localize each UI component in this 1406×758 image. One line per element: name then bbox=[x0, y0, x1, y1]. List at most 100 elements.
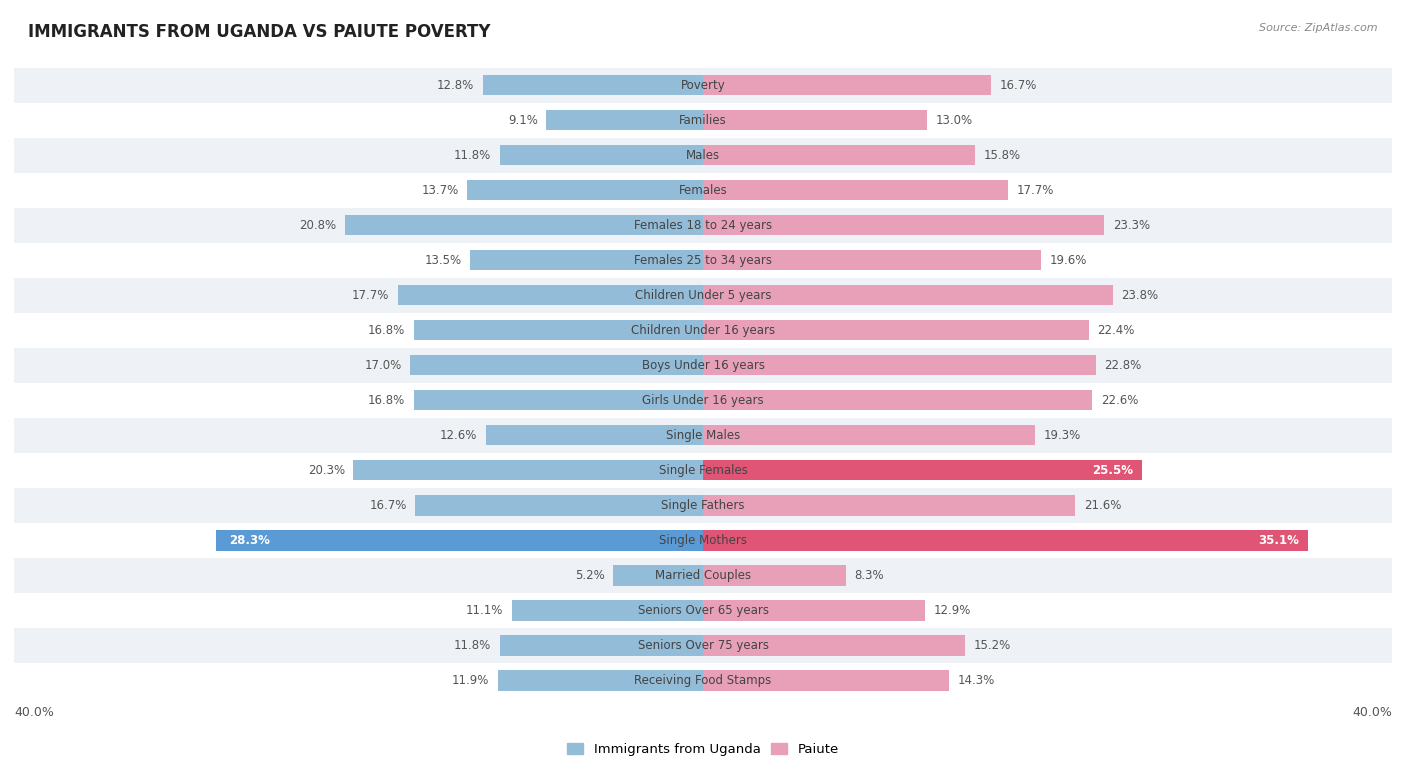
Bar bbox=[14, 628, 1392, 663]
Text: 25.5%: 25.5% bbox=[1092, 464, 1133, 477]
Text: Females 25 to 34 years: Females 25 to 34 years bbox=[634, 254, 772, 267]
Bar bbox=[703, 530, 1308, 550]
Bar bbox=[353, 460, 703, 481]
Bar bbox=[703, 75, 991, 96]
Text: 22.4%: 22.4% bbox=[1098, 324, 1135, 337]
Bar bbox=[415, 495, 703, 515]
Text: Single Females: Single Females bbox=[658, 464, 748, 477]
Text: 13.5%: 13.5% bbox=[425, 254, 461, 267]
Bar bbox=[398, 285, 703, 305]
Bar bbox=[613, 565, 703, 585]
Text: 17.7%: 17.7% bbox=[352, 289, 389, 302]
Text: 11.1%: 11.1% bbox=[465, 604, 503, 617]
Text: 16.7%: 16.7% bbox=[370, 499, 406, 512]
Bar bbox=[703, 425, 1035, 446]
Text: Boys Under 16 years: Boys Under 16 years bbox=[641, 359, 765, 371]
Text: 11.8%: 11.8% bbox=[454, 149, 491, 161]
Text: Receiving Food Stamps: Receiving Food Stamps bbox=[634, 674, 772, 687]
Bar bbox=[486, 425, 703, 446]
Text: 20.8%: 20.8% bbox=[299, 219, 336, 232]
Text: Children Under 5 years: Children Under 5 years bbox=[634, 289, 772, 302]
Text: 12.9%: 12.9% bbox=[934, 604, 972, 617]
Legend: Immigrants from Uganda, Paiute: Immigrants from Uganda, Paiute bbox=[567, 744, 839, 756]
Text: Poverty: Poverty bbox=[681, 79, 725, 92]
Text: 17.0%: 17.0% bbox=[364, 359, 402, 371]
Text: 22.6%: 22.6% bbox=[1101, 394, 1139, 407]
Text: Seniors Over 75 years: Seniors Over 75 years bbox=[637, 639, 769, 652]
Text: 35.1%: 35.1% bbox=[1258, 534, 1299, 547]
Bar bbox=[703, 215, 1104, 236]
Text: 14.3%: 14.3% bbox=[957, 674, 995, 687]
Bar bbox=[482, 75, 703, 96]
Text: 9.1%: 9.1% bbox=[508, 114, 537, 127]
Bar bbox=[703, 600, 925, 621]
Text: 5.2%: 5.2% bbox=[575, 569, 605, 582]
Text: 21.6%: 21.6% bbox=[1084, 499, 1121, 512]
Text: Single Fathers: Single Fathers bbox=[661, 499, 745, 512]
Bar bbox=[413, 320, 703, 340]
Bar bbox=[703, 285, 1114, 305]
Bar bbox=[14, 348, 1392, 383]
Text: 8.3%: 8.3% bbox=[855, 569, 884, 582]
Text: 13.0%: 13.0% bbox=[935, 114, 973, 127]
Text: Families: Families bbox=[679, 114, 727, 127]
Bar bbox=[703, 565, 846, 585]
Bar bbox=[14, 313, 1392, 348]
Text: Children Under 16 years: Children Under 16 years bbox=[631, 324, 775, 337]
Bar bbox=[547, 110, 703, 130]
Text: 19.6%: 19.6% bbox=[1049, 254, 1087, 267]
Bar bbox=[411, 356, 703, 375]
Bar bbox=[512, 600, 703, 621]
Bar bbox=[14, 102, 1392, 138]
Bar bbox=[499, 145, 703, 165]
Bar bbox=[499, 635, 703, 656]
Text: Single Mothers: Single Mothers bbox=[659, 534, 747, 547]
Bar bbox=[14, 208, 1392, 243]
Text: 11.8%: 11.8% bbox=[454, 639, 491, 652]
Bar bbox=[14, 173, 1392, 208]
Text: 11.9%: 11.9% bbox=[453, 674, 489, 687]
Text: Single Males: Single Males bbox=[666, 429, 740, 442]
Text: 12.6%: 12.6% bbox=[440, 429, 478, 442]
Text: Girls Under 16 years: Girls Under 16 years bbox=[643, 394, 763, 407]
Bar bbox=[14, 383, 1392, 418]
Bar bbox=[703, 356, 1095, 375]
Bar bbox=[14, 67, 1392, 102]
Text: 19.3%: 19.3% bbox=[1045, 429, 1081, 442]
Text: 16.8%: 16.8% bbox=[368, 394, 405, 407]
Bar bbox=[498, 670, 703, 691]
Text: Females: Females bbox=[679, 183, 727, 196]
Text: 12.8%: 12.8% bbox=[437, 79, 474, 92]
Bar bbox=[14, 663, 1392, 698]
Bar bbox=[703, 460, 1142, 481]
Bar bbox=[471, 250, 703, 271]
Text: 20.3%: 20.3% bbox=[308, 464, 344, 477]
Text: 16.8%: 16.8% bbox=[368, 324, 405, 337]
Text: 22.8%: 22.8% bbox=[1104, 359, 1142, 371]
Bar bbox=[703, 390, 1092, 410]
Bar bbox=[14, 418, 1392, 453]
Text: Seniors Over 65 years: Seniors Over 65 years bbox=[637, 604, 769, 617]
Text: 28.3%: 28.3% bbox=[229, 534, 270, 547]
Bar bbox=[14, 243, 1392, 277]
Bar bbox=[14, 523, 1392, 558]
Bar bbox=[703, 495, 1076, 515]
Bar bbox=[14, 138, 1392, 173]
Bar bbox=[703, 180, 1008, 200]
Bar bbox=[344, 215, 703, 236]
Bar bbox=[14, 277, 1392, 313]
Bar bbox=[467, 180, 703, 200]
Bar bbox=[14, 453, 1392, 488]
Text: Females 18 to 24 years: Females 18 to 24 years bbox=[634, 219, 772, 232]
Bar bbox=[703, 250, 1040, 271]
Text: IMMIGRANTS FROM UGANDA VS PAIUTE POVERTY: IMMIGRANTS FROM UGANDA VS PAIUTE POVERTY bbox=[28, 23, 491, 41]
Text: 23.3%: 23.3% bbox=[1114, 219, 1150, 232]
Text: 40.0%: 40.0% bbox=[14, 706, 53, 719]
Text: 16.7%: 16.7% bbox=[1000, 79, 1036, 92]
Text: Source: ZipAtlas.com: Source: ZipAtlas.com bbox=[1260, 23, 1378, 33]
Text: 23.8%: 23.8% bbox=[1122, 289, 1159, 302]
Text: 17.7%: 17.7% bbox=[1017, 183, 1054, 196]
Bar bbox=[215, 530, 703, 550]
Text: 15.8%: 15.8% bbox=[984, 149, 1021, 161]
Bar bbox=[14, 593, 1392, 628]
